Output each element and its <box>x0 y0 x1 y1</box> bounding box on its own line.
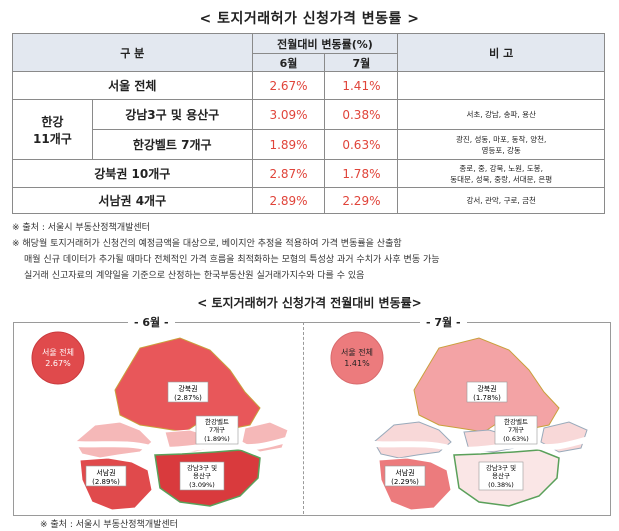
gangnam-value-jun: (3.09%) <box>189 481 215 489</box>
map-region-belt-west <box>373 421 452 459</box>
north-value-jul: (1.78%) <box>473 394 501 402</box>
map-title-jun: - 6월 - <box>128 314 175 330</box>
belt-value-jul: (0.63%) <box>503 435 529 443</box>
map-divider <box>303 322 304 514</box>
belt-sub-jul: 7개구 <box>508 425 524 434</box>
seoul-map-jul: 서울 전체 1.41% 강북권 (1.78%) 한강벨트 7개구 (0.63%)… <box>330 331 595 511</box>
north-jun-value: 2.87% <box>251 159 326 188</box>
sw-label-box-jul <box>384 465 426 487</box>
gangnam-sub-jun: 용산구 <box>193 471 211 480</box>
map-source: ※ 출처 : 서울시 부동산정책개발센터 <box>40 520 178 530</box>
footnote-line2: 매월 신규 데이터가 추가될 때마다 전체적인 가격 흐름을 최적화하는 모형의… <box>24 255 440 265</box>
table-row: 한강벨트 7개구 1.89% 0.63% 광진, 성동, 마포, 동작, 양천,… <box>13 129 605 160</box>
map-title-jul: - 7월 - <box>420 314 467 330</box>
gangnam-value-jul: (0.38%) <box>488 481 514 489</box>
belt-label-box-jul <box>494 415 538 445</box>
hangang-label-1: 한강 <box>41 114 64 129</box>
gangnam-label-box-jul <box>478 461 524 491</box>
map-region-belt-west <box>74 421 153 459</box>
gangnam-sub-jul: 용산구 <box>492 471 510 480</box>
table-row: 강북권 10개구 2.87% 1.78% 종로, 중, 강북, 노원, 도봉, … <box>12 159 605 188</box>
map-section-title: < 토지거래허가 신청가격 전월대비 변동률> <box>197 296 422 310</box>
map-panel <box>13 322 611 516</box>
belt-note: 광진, 성동, 마포, 동작, 양천, 영등포, 강동 <box>397 129 605 160</box>
footnote-source: ※ 출처 : 서울시 부동산정책개발센터 <box>12 223 150 233</box>
seoul-badge-jul-label: 서울 전체 <box>341 347 373 357</box>
seoul-badge-jun <box>31 331 85 385</box>
north-label-jul: 강북권 <box>477 384 496 393</box>
north-label-box-jul <box>466 381 508 403</box>
row-label-north: 강북권 10개구 <box>12 159 253 188</box>
row-label-hangang: 한강 11개구 <box>12 99 93 160</box>
belt-jul-value: 0.63% <box>324 129 399 160</box>
gangnam-note: 서초, 강남, 송파, 용산 <box>397 99 605 130</box>
seoul-jun-value: 2.67% <box>251 71 326 100</box>
seoul-note <box>397 71 605 100</box>
sw-value-jul: (2.29%) <box>391 478 419 486</box>
table-row: 한강 11개구 강남3구 및 용산구 3.09% 0.38% 서초, 강남, 송… <box>12 99 605 160</box>
gangnam-label-jul: 강남3구 및 <box>486 463 516 472</box>
belt-sub-jun: 7개구 <box>209 425 225 434</box>
belt-label-jul: 한강벨트 <box>504 417 528 426</box>
row-label-sw: 서남권 4개구 <box>12 187 253 214</box>
north-note-1: 종로, 중, 강북, 노원, 도봉, <box>459 163 543 173</box>
row-label-gangnam: 강남3구 및 용산구 <box>91 99 253 130</box>
seoul-badge-jun-label: 서울 전체 <box>42 347 74 357</box>
north-label-box-jun <box>167 381 209 403</box>
sw-note: 강서, 관악, 구로, 금천 <box>397 187 605 214</box>
belt-value-jun: (1.89%) <box>204 435 230 443</box>
gangnam-label-box-jun <box>179 461 225 491</box>
gangnam-jul-value: 0.38% <box>324 99 399 130</box>
table-row: 서울 전체 2.67% 1.41% <box>12 71 605 100</box>
seoul-map-jun: 서울 전체 2.67% 강북권 (2.87%) 한강벨트 7개구 (1.89%)… <box>31 331 296 511</box>
seoul-badge-jul <box>330 331 384 385</box>
footnote-line3: 실거래 신고자료의 계약일을 기준으로 산정하는 한국부동산원 실거래가지수와 … <box>24 271 365 281</box>
belt-note-2: 영등포, 강동 <box>481 145 521 155</box>
header-gubun: 구 분 <box>12 33 253 72</box>
belt-jun-value: 1.89% <box>251 129 326 160</box>
sw-jun-value: 2.89% <box>251 187 326 214</box>
header-jun: 6월 <box>251 53 326 72</box>
header-change: 전월대비 변동률(%) <box>251 33 399 54</box>
header-jul: 7월 <box>324 53 399 72</box>
table-row: 서남권 4개구 2.89% 2.29% 강서, 관악, 구로, 금천 <box>12 187 605 214</box>
seoul-jul-value: 1.41% <box>324 71 399 100</box>
gangnam-label-jun: 강남3구 및 <box>187 463 217 472</box>
footnotes: ※ 출처 : 서울시 부동산정책개발센터 ※ 해당월 토지거래허가 신청건의 예… <box>12 220 440 284</box>
north-value-jun: (2.87%) <box>174 394 202 402</box>
north-note-2: 동대문, 성북, 중랑, 서대문, 은평 <box>450 174 553 184</box>
gangnam-jun-value: 3.09% <box>251 99 326 130</box>
belt-label-jun: 한강벨트 <box>205 417 229 426</box>
row-label-seoul: 서울 전체 <box>12 71 253 100</box>
map-river <box>59 435 296 453</box>
sw-label-box-jun <box>85 465 127 487</box>
header-note: 비 고 <box>397 33 605 72</box>
sw-value-jun: (2.89%) <box>92 478 120 486</box>
north-label-jun: 강북권 <box>178 384 197 393</box>
price-change-table: 구 분 전월대비 변동률(%) 비 고 6월 7월 서울 전체 2.67% 1.… <box>12 33 605 214</box>
sw-label-jun: 서남권 <box>96 468 115 477</box>
map-river <box>358 435 595 453</box>
sw-label-jul: 서남권 <box>395 468 414 477</box>
belt-label-box-jun <box>195 415 239 445</box>
seoul-badge-jun-value: 2.67% <box>45 359 71 368</box>
belt-note-1: 광진, 성동, 마포, 동작, 양천, <box>455 134 547 144</box>
seoul-badge-jul-value: 1.41% <box>344 359 370 368</box>
hangang-label-2: 11개구 <box>33 131 72 146</box>
sw-jul-value: 2.29% <box>324 187 399 214</box>
page-title: < 토지거래허가 신청가격 변동률 > <box>199 11 420 27</box>
north-note: 종로, 중, 강북, 노원, 도봉, 동대문, 성북, 중랑, 서대문, 은평 <box>397 159 605 188</box>
row-label-belt: 한강벨트 7개구 <box>91 129 253 160</box>
footnote-line1: ※ 해당월 토지거래허가 신청건의 예정금액을 대상으로, 베이지안 추정을 적… <box>12 239 402 249</box>
north-jul-value: 1.78% <box>324 159 399 188</box>
